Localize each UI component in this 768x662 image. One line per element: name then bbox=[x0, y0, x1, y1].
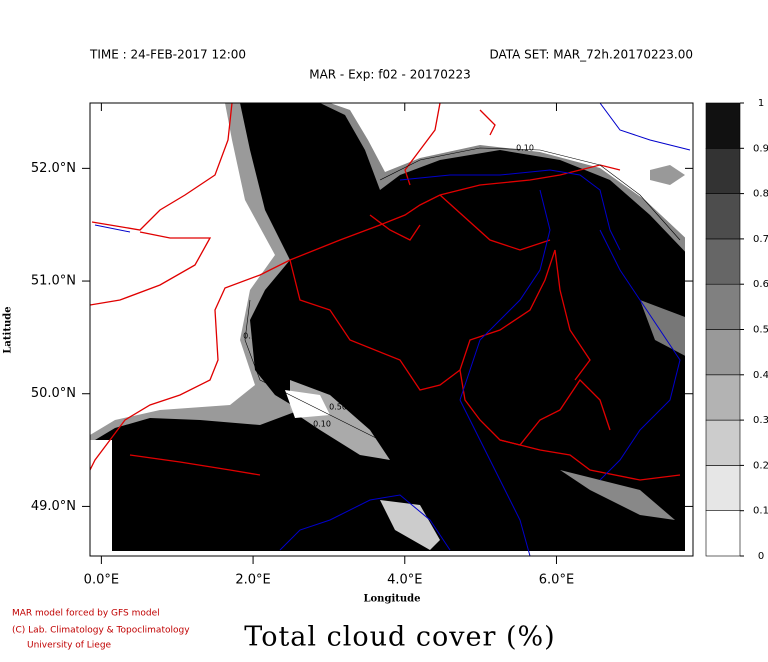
colorbar-bin bbox=[705, 283, 741, 330]
contour-label: 0.50 bbox=[329, 403, 347, 412]
colorbar-label: 0.4 bbox=[753, 370, 768, 381]
clear-area bbox=[90, 440, 112, 556]
borders bbox=[90, 103, 681, 481]
colorbar-bin bbox=[705, 102, 741, 149]
colorbar-label: 1 bbox=[758, 98, 764, 109]
cloud-gradient bbox=[650, 165, 685, 185]
x-tick-label: 2.0°E bbox=[235, 573, 270, 588]
colorbar-bin bbox=[705, 419, 741, 466]
contour-label: 0.10 bbox=[516, 144, 534, 153]
colorbar-bin bbox=[705, 329, 741, 376]
cloud-gradient bbox=[560, 470, 675, 520]
colorbar-label: 0.3 bbox=[753, 415, 768, 426]
colorbar-label: 0 bbox=[758, 551, 764, 562]
time-label: TIME : 24-FEB-2017 12:00 bbox=[89, 48, 246, 62]
colorbar-bin bbox=[705, 148, 741, 194]
colorbar-bin bbox=[705, 193, 741, 240]
colorbar-bin bbox=[705, 465, 741, 511]
colorbar-label: 0.6 bbox=[753, 279, 768, 290]
rivers bbox=[94, 103, 691, 556]
map-frame bbox=[89, 102, 694, 557]
colorbar-label: 0.5 bbox=[753, 325, 768, 336]
colorbar: 0 0.1 0.2 0.3 0.4 0.5 0.6 0.7 0.8 0.9 1 bbox=[705, 98, 768, 562]
contour-label: 0.50 bbox=[301, 353, 319, 362]
cloud-gradient bbox=[640, 300, 693, 360]
contour-label: 0.20 bbox=[446, 177, 464, 186]
clear-area bbox=[90, 103, 275, 435]
credit: University of Liege bbox=[27, 641, 112, 651]
y-tick-label: 52.0°N bbox=[31, 161, 76, 176]
colorbar-bin bbox=[705, 374, 741, 421]
clear-area bbox=[330, 103, 693, 245]
clear-area bbox=[685, 103, 693, 556]
colorbar-label: 0.8 bbox=[753, 189, 768, 200]
contour-label: 0.10 bbox=[243, 332, 261, 341]
colorbar-label: 0.7 bbox=[753, 234, 768, 245]
experiment-label: MAR - Exp: f02 - 20170223 bbox=[309, 68, 471, 82]
y-tick-label: 51.0°N bbox=[31, 274, 76, 289]
credit: (C) Lab. Climatology & Topoclimatology bbox=[12, 626, 190, 636]
y-tick-label: 50.0°N bbox=[31, 386, 76, 401]
map-field bbox=[89, 102, 694, 557]
x-tick-label: 6.0°E bbox=[539, 573, 574, 588]
colorbar-label: 0.2 bbox=[753, 460, 768, 471]
colorbar-label: 0.9 bbox=[753, 143, 768, 154]
x-axis-label: Longitude bbox=[363, 594, 420, 605]
contours bbox=[244, 147, 681, 441]
colorbar-label: 0.1 bbox=[753, 506, 768, 517]
contour-label: 0.10 bbox=[313, 420, 331, 429]
x-tick-label: 0.0°E bbox=[84, 573, 119, 588]
contour-label: 0.20 bbox=[473, 168, 491, 177]
credit: MAR model forced by GFS model bbox=[12, 609, 160, 619]
y-axis-label: Latitude bbox=[3, 306, 14, 353]
cloud-gradient bbox=[380, 500, 440, 550]
dataset-label: DATA SET: MAR_72h.20170223.00 bbox=[489, 48, 693, 62]
y-tick-label: 49.0°N bbox=[31, 499, 76, 514]
colorbar-bin bbox=[705, 510, 741, 557]
chart-title: Total cloud cover (%) bbox=[244, 622, 555, 653]
colorbar-bin bbox=[705, 238, 741, 285]
clear-area bbox=[90, 551, 693, 556]
x-tick-label: 4.0°E bbox=[387, 573, 422, 588]
